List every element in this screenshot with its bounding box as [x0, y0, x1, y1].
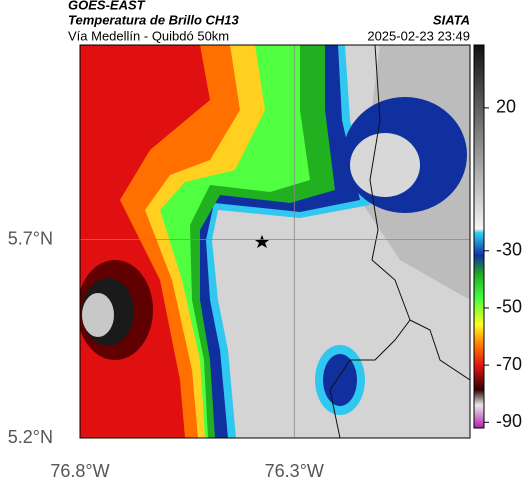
- product: Temperatura de Brillo CH13: [68, 12, 240, 27]
- x-tick-label: 76.8°W: [50, 461, 109, 481]
- colorbar-tick-label: 20: [496, 97, 516, 117]
- region: Vía Medellín - Quibdó 50km: [68, 28, 229, 43]
- map-frame: [79, 44, 471, 439]
- timestamp: 2025-02-23 23:49: [367, 28, 470, 43]
- colorbar-tick-label: -90: [496, 411, 522, 431]
- satellite-image: [80, 45, 470, 438]
- y-tick-label: 5.7°N: [8, 228, 53, 248]
- y-tick-label: 5.2°N: [8, 427, 53, 447]
- colorbar: [473, 44, 485, 429]
- colorbar-tick-label: -30: [496, 240, 522, 260]
- source: SIATA: [433, 12, 470, 27]
- satellite: GOES-EAST: [68, 0, 146, 12]
- colorbar-tick-label: -50: [496, 297, 522, 317]
- x-tick-label: 76.3°W: [265, 461, 324, 481]
- colorbar-tick-label: -70: [496, 354, 522, 374]
